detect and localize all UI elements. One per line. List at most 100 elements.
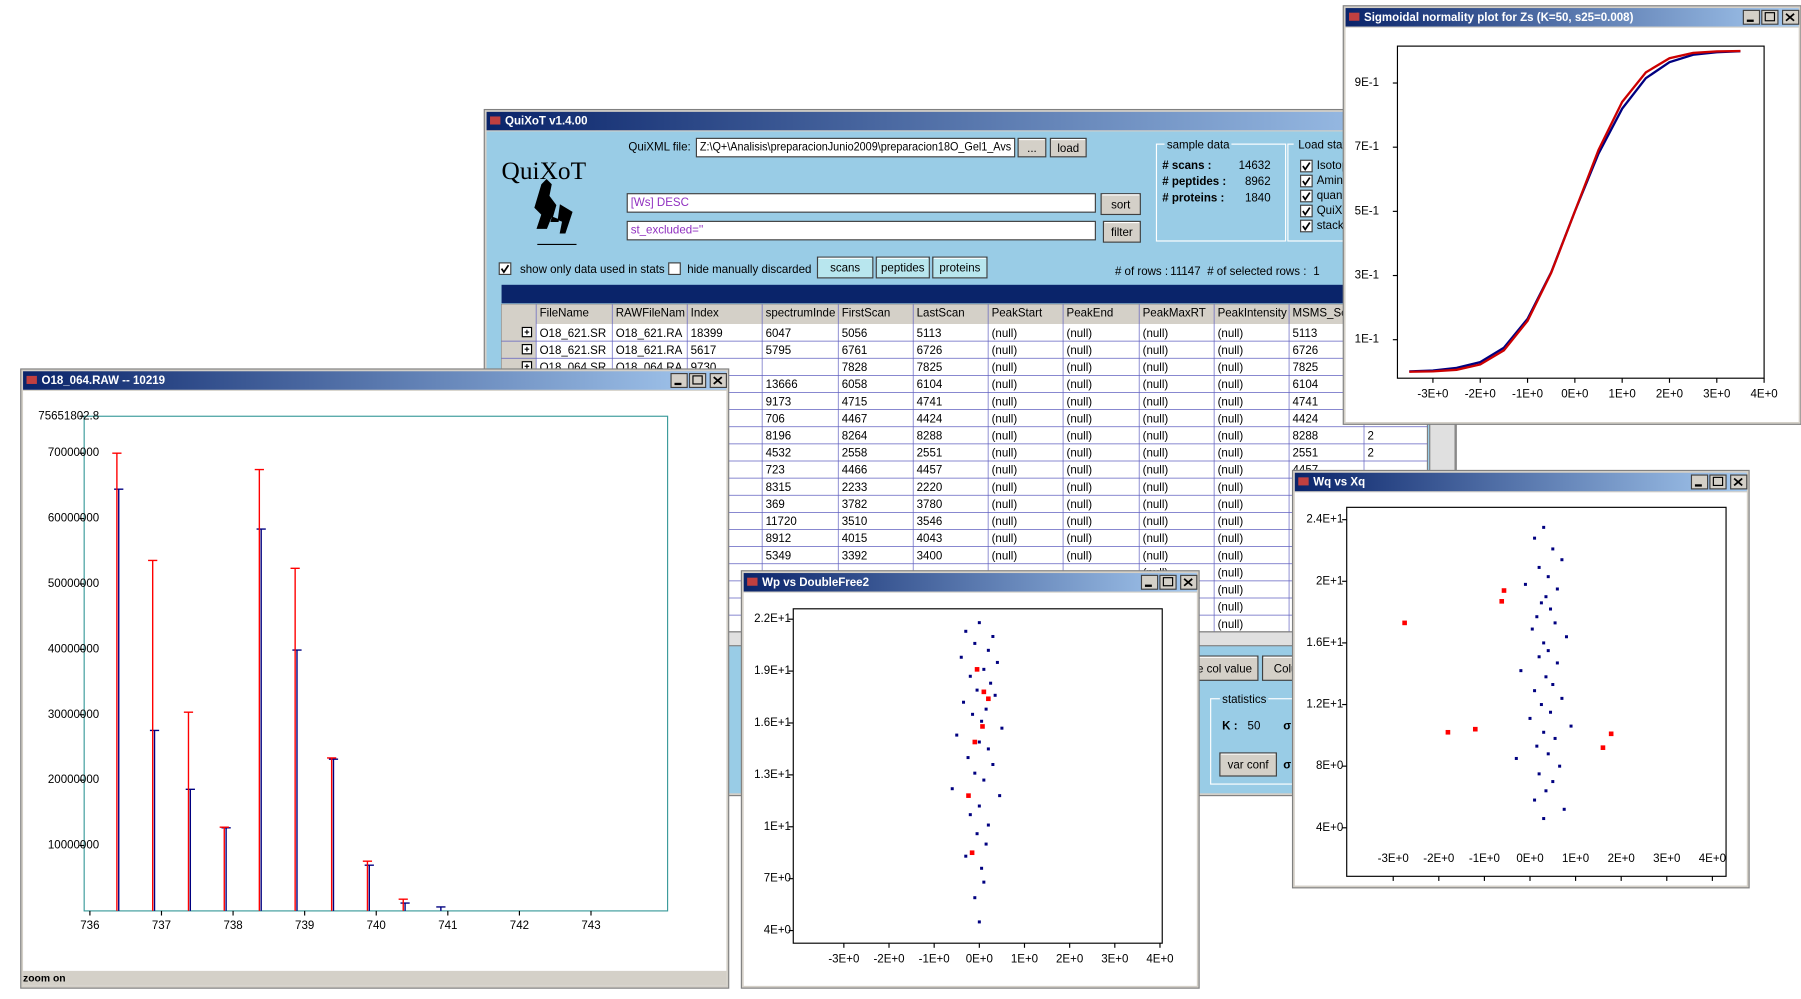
table-cell: 3780 [917,499,943,511]
table-cell: (null) [1067,328,1093,340]
table-cell: (null) [1067,499,1093,511]
minimize-button[interactable] [670,373,688,389]
y-tick-label: 1.6E+1 [754,717,791,729]
column-header[interactable]: RAWFileNam [616,308,685,320]
point [1542,641,1546,645]
y-tick-label: 8E+0 [1316,760,1343,772]
point [1472,726,1478,732]
point [1514,756,1518,760]
peak [436,906,446,911]
point [1553,621,1557,625]
x-tick-label: -3E+0 [1417,388,1448,400]
sort-button[interactable] [1100,193,1141,216]
column-header[interactable]: spectrumInde [766,308,836,320]
column-header[interactable]: MSMS_Sc [1293,308,1348,320]
column-header[interactable]: PeakEnd [1067,308,1114,320]
minimize-button[interactable] [1690,474,1709,490]
table-cell: 4424 [1293,413,1319,425]
column-header[interactable]: LastScan [917,308,965,320]
point [1546,649,1550,653]
table-cell: (null) [1218,550,1244,562]
table-cell: 4467 [842,413,868,425]
tab-button[interactable] [932,256,988,279]
point [1537,565,1541,569]
column-header[interactable]: FileName [540,308,589,320]
filter-text: st_excluded='' [631,225,704,237]
point [982,667,986,671]
point [968,674,972,678]
x-tick-label: 4E+0 [1699,853,1726,865]
peak [292,649,302,911]
sigma-label: σ [1283,760,1291,772]
expand-plus [524,346,530,352]
point [1539,601,1543,605]
point [1537,655,1541,659]
checkbox[interactable] [1300,204,1313,218]
table-cell: (null) [1218,602,1244,614]
status-bar [23,970,727,986]
sample-data-label: # scans : [1162,160,1211,172]
table-cell: (null) [1067,379,1093,391]
table-cell: 3392 [842,550,868,562]
table-cell: (null) [992,550,1018,562]
x-tick-label: 738 [223,920,242,932]
table-cell: (null) [1218,379,1244,391]
table-cell: (null) [1218,362,1244,374]
minimize-button[interactable] [1140,574,1159,590]
y-tick-label: 7E+0 [764,873,791,885]
table-cell: 7828 [842,362,868,374]
x-tick-label: -1E+0 [919,953,950,965]
tab-button[interactable] [816,256,874,279]
checkbox[interactable] [498,262,512,276]
column-header[interactable]: Index [691,308,719,320]
sample-data-title: sample data [1167,139,1230,151]
checkbox[interactable] [1300,174,1313,188]
point [1533,536,1537,540]
table-cell: (null) [1218,448,1244,460]
peak [290,567,300,911]
y-tick-label: 1.3E+1 [754,769,791,781]
point [984,842,988,846]
y-tick-label: 60000000 [48,513,99,525]
plot-frame [1346,506,1727,877]
show-only-label: show only data used in stats [520,264,665,276]
title-bar [23,371,727,390]
table-cell: O18_621.RA [616,345,683,357]
table-cell: (null) [1067,362,1093,374]
column-header[interactable]: PeakIntensity [1218,308,1287,320]
expand-plus [524,329,530,335]
checkbox[interactable] [1300,159,1313,173]
point [980,719,984,723]
sort-field[interactable] [626,193,1096,213]
x-tick-label: 736 [80,920,99,932]
table-cell: 8315 [766,482,792,494]
set-col-button[interactable] [1190,655,1259,681]
table-cell: (null) [992,465,1018,477]
column-header[interactable]: PeakMaxRT [1143,308,1206,320]
rows-count: 11147 [1170,266,1200,278]
browse-button[interactable] [1017,137,1047,158]
minimize-button[interactable] [1742,9,1761,25]
checkbox[interactable] [1300,219,1313,233]
plot-frame [1396,45,1765,379]
point [1000,726,1004,730]
peak [400,902,410,911]
sample-data-label: # proteins : [1162,192,1224,204]
var-conf-button[interactable] [1219,752,1277,777]
checkbox[interactable] [1300,189,1313,203]
filter-button[interactable] [1102,220,1141,243]
checkbox[interactable] [668,262,681,276]
curve [1409,49,1741,373]
table-cell: 3782 [842,499,868,511]
tab-button[interactable] [875,256,930,279]
checkmark [500,264,510,274]
table-cell: (null) [1218,585,1244,597]
load-button[interactable] [1049,137,1087,158]
column-header[interactable]: FirstScan [842,308,891,320]
load-stats-item: QuiX [1317,205,1343,217]
column-header[interactable]: PeakStart [992,308,1043,320]
filter-field[interactable] [626,220,1096,241]
point [993,693,997,697]
table-cell: (null) [1067,448,1093,460]
table-cell: (null) [1143,413,1169,425]
